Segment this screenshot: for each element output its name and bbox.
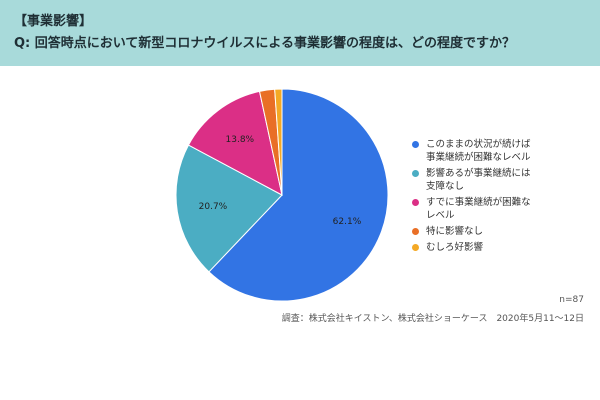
pie-slice-1: [208, 88, 389, 302]
category-tag: 【事業影響】: [14, 14, 93, 29]
source-note: 調査：株式会社キイストン、株式会社ショーケース 2020年5月11〜12日: [281, 314, 584, 324]
pie-slice-2: [175, 144, 283, 273]
slice-label-3: 13.8%: [226, 135, 255, 145]
pie-slice-3: [187, 90, 283, 196]
legend-label-3: すでに事業継続が困難な レベル: [426, 197, 531, 221]
header-banner: 【事業影響】 Q: 回答時点において新型コロナウイルスによる事業影響の程度は、ど…: [0, 0, 600, 66]
legend-label-5: むしろ好影響: [426, 242, 484, 253]
sample-size-note: n=87: [559, 295, 584, 305]
legend-item-5: むしろ好影響: [412, 241, 592, 254]
slice-label-2: 20.7%: [199, 202, 228, 212]
legend-marker-1: [412, 141, 419, 148]
legend-item-3: すでに事業継続が困難な レベル: [412, 196, 592, 222]
legend-label-4: 特に影響なし: [426, 226, 484, 237]
pie-slice-5: [274, 88, 283, 196]
chart-legend: このままの状況が続けば 事業継続が困難なレベル 影響あるが事業継続には 支障なしす…: [412, 138, 592, 257]
pie-chart: 62.1% 20.7% 13.8%: [175, 88, 389, 302]
legend-label-1: このままの状況が続けば 事業継続が困難なレベル: [426, 139, 531, 163]
legend-marker-4: [412, 228, 419, 235]
legend-marker-2: [412, 170, 419, 177]
legend-item-4: 特に影響なし: [412, 225, 592, 238]
legend-item-2: 影響あるが事業継続には 支障なし: [412, 167, 592, 193]
legend-item-1: このままの状況が続けば 事業継続が困難なレベル: [412, 138, 592, 164]
slice-label-1: 62.1%: [333, 217, 362, 227]
legend-label-2: 影響あるが事業継続には 支障なし: [426, 168, 531, 192]
question-title: Q: 回答時点において新型コロナウイルスによる事業影響の程度は、どの程度ですか？: [14, 36, 515, 51]
legend-marker-3: [412, 199, 419, 206]
legend-marker-5: [412, 244, 419, 251]
